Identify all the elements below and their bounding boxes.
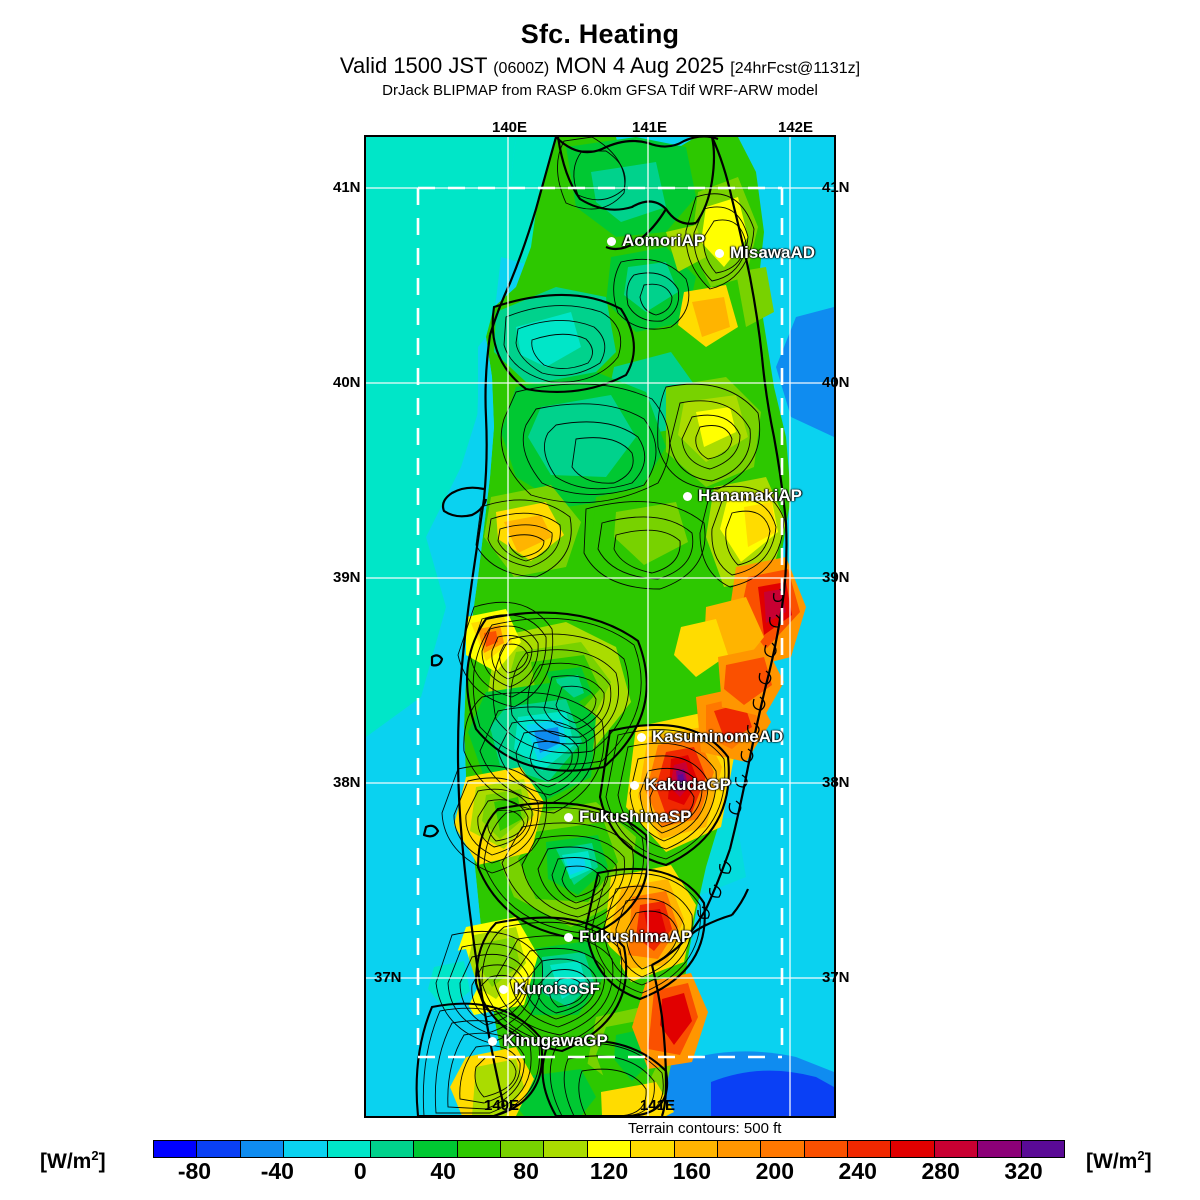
colorbar-tick-label: 0 [353, 1158, 367, 1184]
colorbar-swatch [197, 1141, 241, 1157]
colorbar-tick-label: 80 [513, 1158, 539, 1184]
colorbar-units-right: [W/m2] [1086, 1148, 1152, 1173]
valid-time-zulu: (0600Z) [493, 60, 550, 78]
lon-label-top-140e: 140E [492, 119, 528, 136]
colorbar-tick-label: 280 [921, 1158, 960, 1184]
colorbar-tick-label: 200 [755, 1158, 794, 1184]
lat-label-right-39n: 39N [822, 569, 850, 586]
forecast-tag: [24hrFcst@1131z] [730, 60, 861, 78]
colorbar-swatch [1021, 1141, 1064, 1157]
colorbar-swatch [457, 1141, 501, 1157]
lat-label-left-40n: 40N [333, 374, 361, 391]
colorbar-swatch [154, 1141, 198, 1157]
colorbar-swatch [934, 1141, 979, 1157]
colorbar-swatch [240, 1141, 285, 1157]
colorbar-ticks: -80 -40 0 40 80 120 160 200 240 280 320 [153, 1158, 1065, 1188]
lat-label-left-37n: 37N [374, 969, 402, 986]
colorbar-tick-label: -40 [260, 1158, 294, 1184]
lon-label-bottom-141e: 141E [640, 1097, 676, 1114]
colorbar-tick-label: 40 [430, 1158, 456, 1184]
colorbar-swatch [978, 1141, 1022, 1157]
terrain-contour-note: Terrain contours: 500 ft [628, 1120, 782, 1137]
colorbar-tick-label: -80 [177, 1158, 212, 1184]
lat-label-right-38n: 38N [822, 774, 850, 791]
colorbar-swatch [674, 1141, 718, 1157]
colorbar-swatch [284, 1141, 328, 1157]
colorbar-swatch [501, 1141, 545, 1157]
title-block: Sfc. Heating Valid 1500 JST (0600Z) MON … [0, 0, 1200, 99]
colorbar-tick-label: 240 [838, 1158, 877, 1184]
colorbar-swatch [717, 1141, 762, 1157]
lon-label-top-141e: 141E [632, 119, 668, 136]
colorbar-swatch [848, 1141, 892, 1157]
colorbar-swatch [761, 1141, 805, 1157]
colorbar-swatch [891, 1141, 935, 1157]
lon-label-bottom-140e: 140E [484, 1097, 520, 1114]
colorbar-swatch [544, 1141, 588, 1157]
colorbar-tick-label: 160 [672, 1158, 712, 1184]
lat-label-left-38n: 38N [333, 774, 361, 791]
lat-label-right-41n: 41N [822, 179, 850, 196]
lat-label-right-37n: 37N [822, 969, 850, 986]
lat-label-left-39n: 39N [333, 569, 361, 586]
page-title: Sfc. Heating [520, 19, 680, 49]
valid-time: Valid 1500 JST [339, 53, 488, 79]
heatmap-canvas [366, 137, 834, 1116]
colorbar-tick-label: 320 [1004, 1158, 1043, 1184]
colorbar-swatch [414, 1141, 458, 1157]
colorbar[interactable] [153, 1140, 1065, 1158]
lat-label-left-41n: 41N [333, 179, 361, 196]
map-panel[interactable] [364, 135, 836, 1118]
map-frame[interactable] [364, 135, 836, 1118]
valid-date: MON 4 Aug 2025 [555, 53, 725, 79]
lon-label-top-142e: 142E [778, 119, 814, 136]
valid-time-line: Valid 1500 JST (0600Z) MON 4 Aug 2025 [2… [0, 54, 1200, 78]
colorbar-swatch [631, 1141, 675, 1157]
lat-label-right-40n: 40N [822, 374, 850, 391]
model-line: DrJack BLIPMAP from RASP 6.0km GFSA Tdif… [382, 82, 818, 100]
colorbar-units-left: [W/m2] [40, 1148, 106, 1173]
colorbar-swatch [804, 1141, 848, 1157]
colorbar-swatch [587, 1141, 632, 1157]
colorbar-swatch [327, 1141, 371, 1157]
colorbar-tick-label: 120 [589, 1158, 629, 1184]
colorbar-swatch [370, 1141, 415, 1157]
